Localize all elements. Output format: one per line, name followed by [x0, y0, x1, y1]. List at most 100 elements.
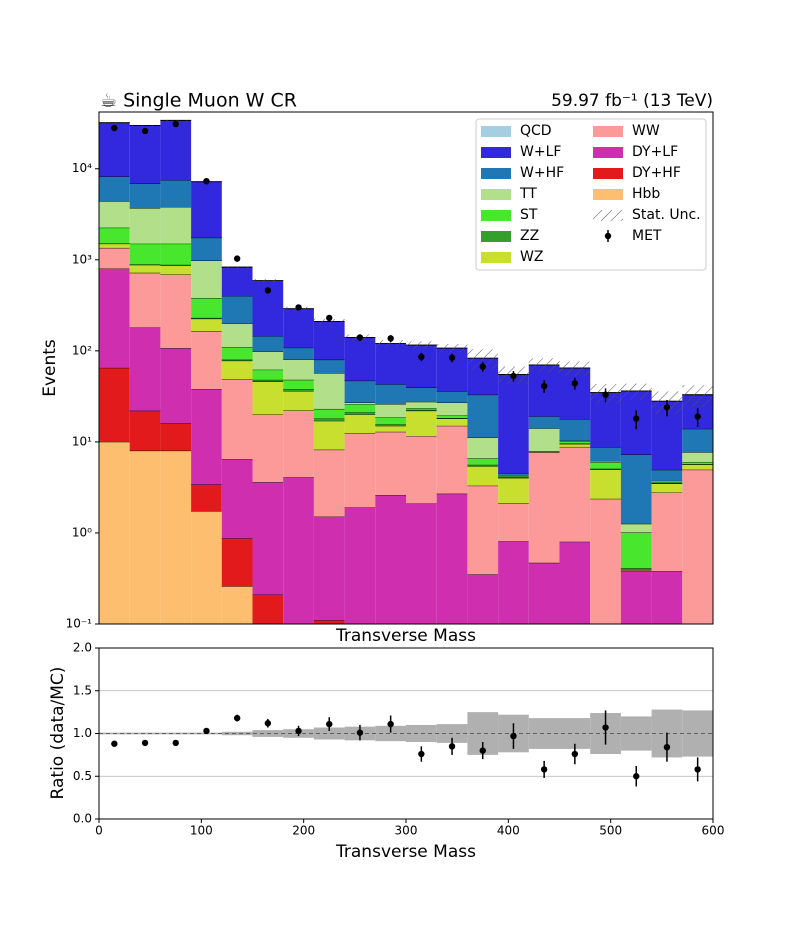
hist-bar [498, 374, 529, 474]
hist-bar [345, 644, 376, 687]
hist-bar [99, 122, 130, 177]
hist-bar [406, 409, 437, 411]
x-tick-label: 500 [599, 824, 622, 838]
hist-bar [375, 425, 406, 432]
hist-bar [344, 414, 376, 434]
data-point [141, 739, 149, 747]
hist-bar [99, 247, 130, 269]
stat-unc [682, 385, 713, 408]
legend-label: ZZ [520, 228, 539, 244]
stat-unc [528, 358, 560, 373]
hist-bar [99, 367, 130, 442]
hist-bar [682, 452, 713, 463]
hist-bar [498, 541, 529, 624]
hist-bar [559, 443, 591, 447]
data-point [172, 120, 179, 128]
hist-bar [651, 492, 683, 572]
hist-bar [375, 431, 406, 496]
hist-bar [129, 272, 161, 328]
data-point [233, 255, 241, 262]
y-tick-label: 10⁰ [72, 525, 92, 539]
hist-bar [406, 503, 437, 624]
hist-bar [221, 379, 253, 460]
data-point [295, 727, 302, 735]
legend-swatch [481, 189, 511, 200]
hist-bar [129, 243, 161, 265]
legend-swatch [481, 252, 511, 263]
stat-unc [129, 124, 161, 126]
x-label: Transverse Mass [335, 842, 476, 862]
data-point [387, 335, 394, 342]
y-tick-label: 0.5 [73, 769, 92, 783]
legend-label: QCD [520, 123, 552, 139]
hist-bar [252, 379, 284, 382]
hist-bar [160, 265, 192, 275]
hist-bar [313, 359, 345, 374]
data-point [540, 766, 548, 773]
stat-unc [99, 122, 130, 124]
hist-bar [160, 207, 192, 244]
y-tick-label: 10³ [72, 252, 92, 266]
hist-bar [529, 651, 560, 687]
hist-bar [191, 260, 222, 299]
hist-bar [313, 516, 345, 621]
hist-bar [99, 201, 130, 228]
hist-bar [344, 507, 376, 624]
hist-bar [313, 418, 345, 421]
hist-bar [191, 331, 222, 390]
data-point [356, 729, 364, 736]
y-tick-label: 2.0 [73, 641, 92, 655]
axes-frame [98, 111, 714, 625]
legend-label: TT [519, 186, 537, 202]
hist-bar [559, 368, 591, 420]
hist-bar [344, 404, 376, 413]
legend-label: ST [520, 207, 538, 223]
stat-unc [252, 279, 284, 283]
hist-bar [528, 452, 560, 563]
stat-unc-band [375, 725, 406, 742]
x-label: Transverse Mass [335, 626, 476, 646]
hist-bar [99, 176, 130, 202]
hist-bar [559, 541, 591, 624]
hist-bar [590, 460, 621, 463]
hist-bar [498, 503, 529, 542]
hist-bar [467, 458, 499, 465]
hist-bar [252, 482, 284, 595]
hist-bar [283, 308, 314, 348]
data-point [141, 127, 149, 135]
hist-bar [498, 475, 529, 477]
legend-marker [604, 232, 612, 240]
data-point [264, 287, 272, 294]
hist-bar [252, 414, 284, 483]
hist-bar [191, 317, 222, 319]
hist-bar [528, 428, 560, 452]
hist-bar [406, 401, 437, 409]
hist-bar [406, 436, 437, 504]
y-tick-label: 0.0 [73, 812, 92, 826]
hist-bar [590, 638, 621, 688]
hist-bar [221, 586, 253, 624]
stat-unc [559, 361, 591, 376]
legend-swatch [593, 147, 623, 158]
hist-bar [252, 351, 284, 370]
hist-bar [559, 419, 591, 441]
hist-bar [467, 437, 499, 459]
legend-label: Stat. Unc. [632, 207, 701, 223]
hist-bar [375, 495, 406, 624]
data-point [233, 714, 241, 722]
hist-bar [498, 477, 529, 479]
data-point [510, 372, 517, 380]
stat-unc [160, 119, 192, 121]
data-point [418, 750, 425, 758]
legend-swatch [481, 147, 511, 158]
hist-bar [221, 323, 253, 348]
x-tick-label: 100 [190, 824, 213, 838]
hist-bar [406, 410, 437, 437]
data-point [387, 720, 394, 728]
plot-area [99, 119, 713, 688]
hist-bar [160, 180, 192, 208]
hist-bar [467, 466, 499, 486]
legend-swatch [481, 231, 511, 242]
hist-bar [375, 343, 406, 385]
hist-bar [99, 268, 130, 368]
